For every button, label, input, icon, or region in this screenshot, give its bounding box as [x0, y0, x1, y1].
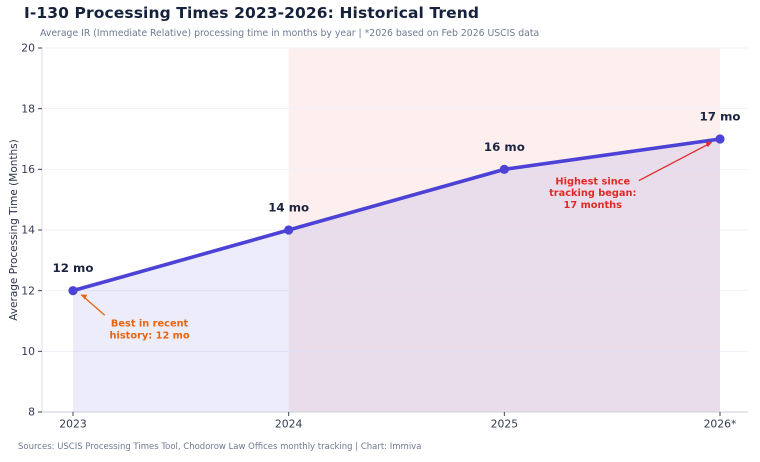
annotation-highest-since-tracking: Highest since tracking began: 17 months	[549, 141, 713, 211]
chart-subtitle: Average IR (Immediate Relative) processi…	[40, 28, 540, 39]
point-label-2026*: 17 mo	[700, 110, 741, 124]
x-tick-label-2026*: 2026*	[704, 418, 737, 431]
annotation-text: Highest since tracking began: 17 months	[549, 176, 636, 210]
y-tick-label: 12	[21, 284, 35, 297]
point-label-2024: 14 mo	[268, 201, 309, 215]
y-tick-label: 18	[21, 102, 35, 115]
data-point-2024	[284, 225, 294, 235]
annotation-arrowhead	[81, 294, 88, 300]
y-tick-label: 10	[21, 345, 35, 358]
y-tick-label: 8	[28, 406, 35, 419]
trend-line	[71, 137, 722, 293]
x-tick-label-2023: 2023	[59, 418, 86, 431]
x-tick-label-2024: 2024	[275, 418, 303, 431]
point-label-2023: 12 mo	[53, 261, 94, 275]
chart-title: I-130 Processing Times 2023-2026: Histor…	[24, 4, 480, 22]
annotation-arrow	[638, 141, 713, 182]
annotation-arrowhead	[705, 141, 712, 148]
data-point-2025	[499, 164, 509, 174]
y-tick-label: 16	[21, 163, 35, 176]
source-note: Sources: USCIS Processing Times Tool, Ch…	[18, 442, 422, 452]
annotation-best-in-history: Best in recent history: 12 mo	[80, 294, 190, 342]
area-fill	[73, 139, 721, 412]
y-tick-label: 20	[21, 42, 35, 55]
x-tick-label-2025: 2025	[491, 418, 518, 431]
point-label-2025: 16 mo	[484, 140, 525, 154]
data-point-2023	[68, 286, 78, 296]
y-tick-label: 14	[21, 224, 35, 237]
data-point-2026*	[715, 134, 725, 144]
annotation-text: Best in recent history: 12 mo	[110, 319, 190, 342]
